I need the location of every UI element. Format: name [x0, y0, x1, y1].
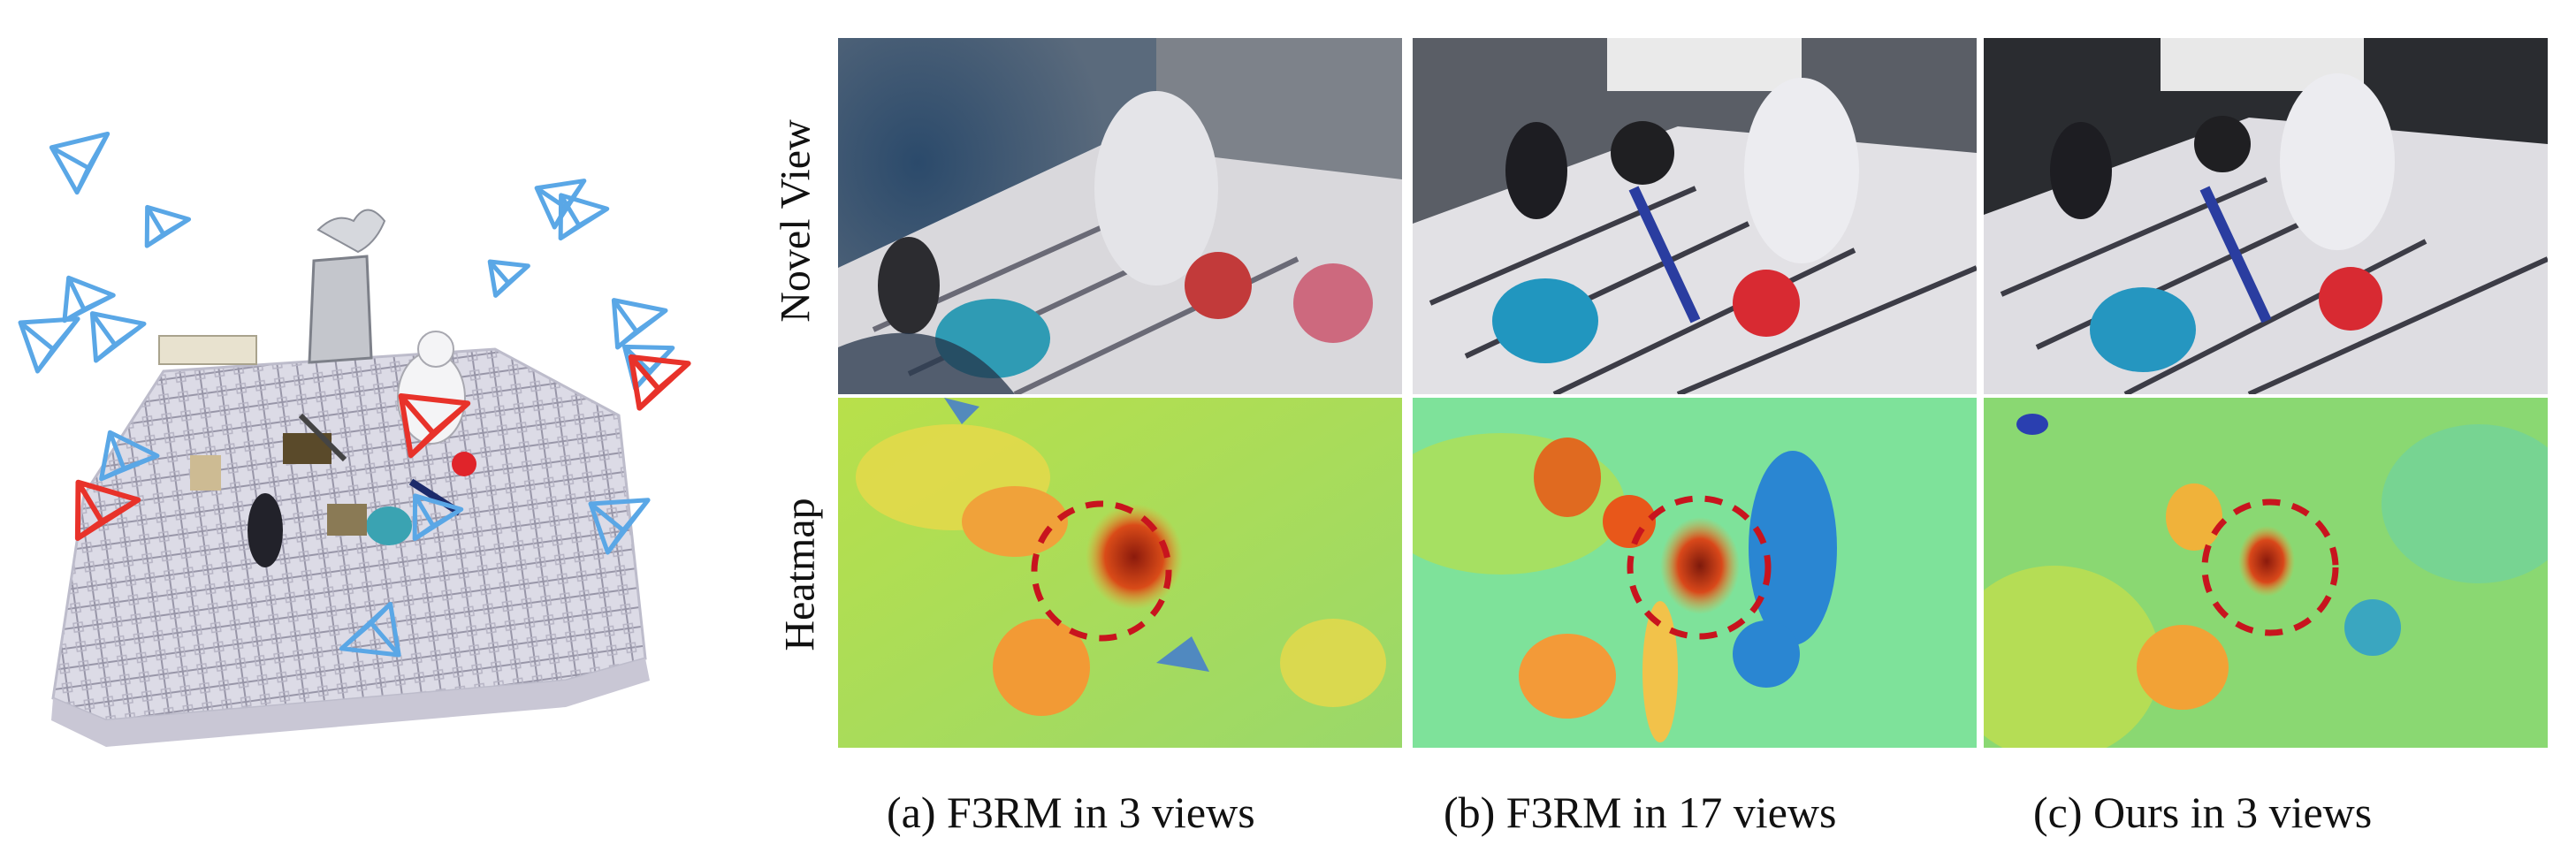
- camera-frustum-training: [610, 301, 667, 352]
- camera-frustum-training: [408, 496, 462, 546]
- caption-a: (a) F3RM in 3 views: [887, 788, 1255, 837]
- heatmap-a: [838, 398, 1402, 748]
- camera-frustum-training: [88, 314, 145, 365]
- camera-frustum-training: [490, 262, 528, 295]
- novel-view-b: [1413, 38, 1977, 394]
- heatmap-b: [1413, 398, 1977, 748]
- row-label-heatmap: Heatmap: [776, 498, 824, 651]
- target-circle-a: [1031, 500, 1172, 642]
- camera-frustum-training: [341, 604, 399, 655]
- camera-frustum-training: [553, 195, 608, 246]
- heatmap-c: [1984, 398, 2548, 748]
- camera-frustum-training: [141, 207, 189, 252]
- foil-object: [308, 255, 373, 364]
- scene-reconstruction-with-cameras: [0, 0, 760, 747]
- camera-frustum-training: [591, 494, 656, 554]
- camera-frustum-training: [94, 432, 159, 494]
- camera-frustum-highlight: [401, 396, 469, 455]
- novel-view-c: [1984, 38, 2548, 394]
- target-circle-b: [1627, 495, 1772, 640]
- novel-view-a: [838, 38, 1402, 394]
- grapes-object: [248, 493, 283, 567]
- camera-frustum-training: [51, 128, 123, 195]
- tray-object: [158, 335, 257, 365]
- bowl-object: [366, 506, 412, 545]
- target-circle-c: [2201, 498, 2339, 636]
- camera-frustum-training: [20, 313, 86, 373]
- camera-frustum-highlight: [69, 483, 140, 548]
- caption-b: (b) F3RM in 17 views: [1444, 788, 1837, 837]
- camera-frustum-training: [57, 278, 115, 331]
- row-label-novel-view: Novel View: [772, 119, 819, 323]
- caption-c: (c) Ours in 3 views: [2033, 788, 2373, 837]
- camera-frustum-highlight: [631, 357, 689, 408]
